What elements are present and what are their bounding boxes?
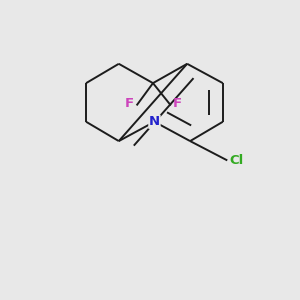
Text: F: F: [173, 98, 182, 110]
Text: Cl: Cl: [230, 154, 244, 167]
Text: N: N: [149, 115, 160, 128]
Text: F: F: [125, 98, 134, 110]
